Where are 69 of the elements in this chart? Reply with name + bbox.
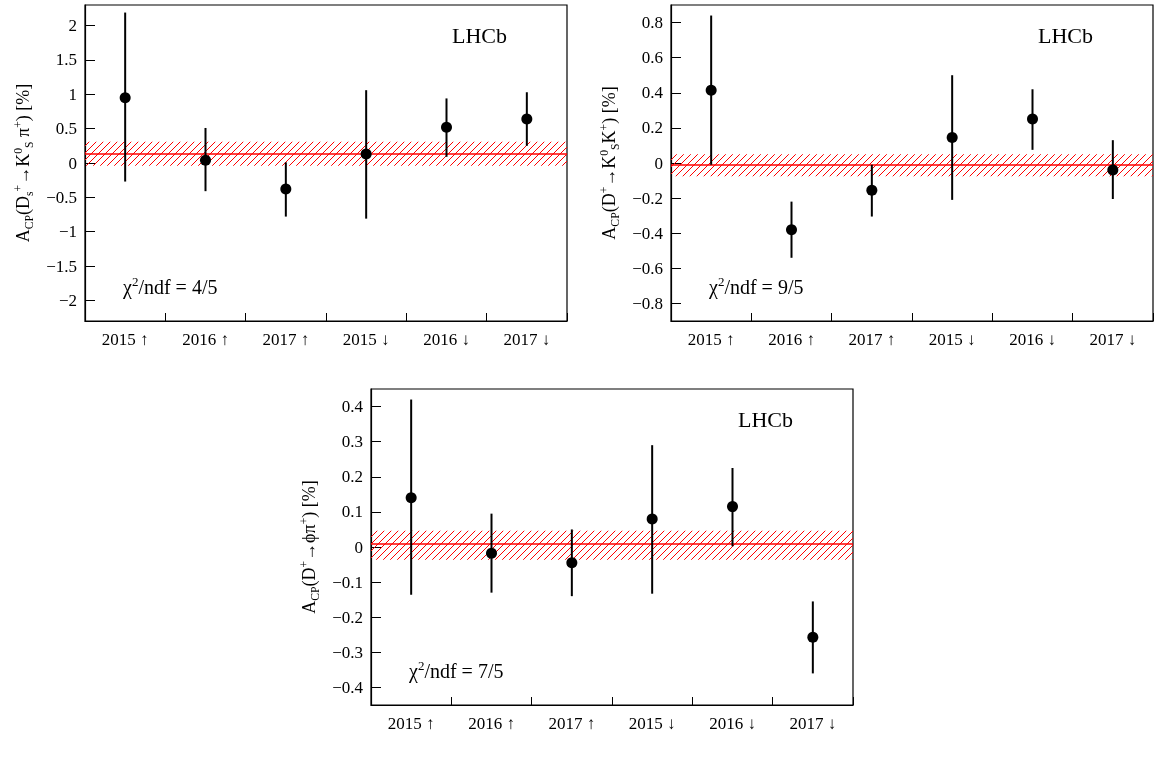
x-tick-label: 2017 ↑ <box>262 330 310 349</box>
y-tick-label: 0.5 <box>55 119 77 139</box>
x-tick-label: 2015 ↑ <box>687 330 735 349</box>
y-tick-label: 0.2 <box>341 467 363 487</box>
x-tick-label: 2017 ↓ <box>503 330 551 349</box>
y-tick-label: −0.2 <box>332 607 363 627</box>
x-tick-label: 2015 ↑ <box>101 330 149 349</box>
point <box>200 154 211 166</box>
x-tick-label: 2017 ↑ <box>548 714 596 733</box>
annotation: LHCb <box>1038 23 1093 49</box>
point <box>705 84 717 96</box>
point <box>566 557 578 569</box>
y-tick-label: −0.5 <box>46 187 77 207</box>
y-tick-label: −0.2 <box>632 188 663 208</box>
y-tick-label: −0.8 <box>632 293 663 313</box>
point <box>280 183 292 195</box>
x-tick-label: 2016 ↓ <box>1009 330 1056 349</box>
y-tick-label: 0.8 <box>641 13 663 33</box>
y-tick-label: −0.4 <box>632 223 664 243</box>
y-tick-label: −0.6 <box>632 258 663 278</box>
y-tick-label: 0 <box>68 153 77 173</box>
y-tick-label: −1 <box>58 222 77 242</box>
point <box>405 492 417 504</box>
point <box>441 121 452 133</box>
y-tick-label: 1 <box>68 84 77 104</box>
x-tick-label: 2016 ↑ <box>768 330 815 349</box>
annotation: χ$^{2}$/ndf = 7/5 <box>409 658 504 683</box>
point <box>946 132 958 144</box>
x-tick-label: 2016 ↓ <box>423 330 470 349</box>
x-tick-label: 2017 ↑ <box>848 330 896 349</box>
point <box>1107 164 1119 176</box>
y-tick-label: 0.4 <box>341 397 364 417</box>
y-tick-label: −1.5 <box>46 256 77 276</box>
annotation: LHCb <box>452 23 507 49</box>
x-tick-label: 2016 ↑ <box>182 330 229 349</box>
y-tick-label: 0 <box>654 153 663 173</box>
point <box>646 513 658 525</box>
annotation: χ$^{2}$/ndf = 4/5 <box>123 274 218 299</box>
point <box>486 547 497 559</box>
y-tick-label: −2 <box>58 290 77 310</box>
y-tick-label: 0.2 <box>641 118 663 138</box>
annotation: LHCb <box>738 407 793 433</box>
annotation: χ$^{2}$/ndf = 9/5 <box>709 274 804 299</box>
point <box>119 92 131 104</box>
point <box>1027 113 1038 125</box>
point <box>521 113 533 125</box>
x-tick-label: 2015 ↑ <box>387 714 435 733</box>
x-tick-label: 2015 ↓ <box>342 330 390 349</box>
x-tick-label: 2016 ↑ <box>468 714 515 733</box>
y-tick-label: 0.4 <box>641 83 664 103</box>
y-tick-label: −0.3 <box>332 642 363 662</box>
point <box>866 184 878 196</box>
y-tick-label: −0.4 <box>332 677 364 697</box>
x-tick-label: 2015 ↓ <box>928 330 976 349</box>
point <box>807 631 819 643</box>
point <box>727 501 738 513</box>
point <box>360 148 372 160</box>
y-tick-label: 2 <box>68 16 77 36</box>
x-tick-label: 2015 ↓ <box>628 714 676 733</box>
y-tick-label: 0.1 <box>341 502 363 522</box>
y-tick-label: 0.6 <box>641 48 663 68</box>
y-tick-label: −0.1 <box>332 572 363 592</box>
y-tick-label: 0 <box>354 537 363 557</box>
y-tick-label: 1.5 <box>55 50 77 70</box>
x-tick-label: 2017 ↓ <box>1089 330 1137 349</box>
x-tick-label: 2017 ↓ <box>789 714 837 733</box>
y-tick-label: 0.3 <box>341 432 363 452</box>
point <box>786 224 797 236</box>
x-tick-label: 2016 ↓ <box>709 714 756 733</box>
